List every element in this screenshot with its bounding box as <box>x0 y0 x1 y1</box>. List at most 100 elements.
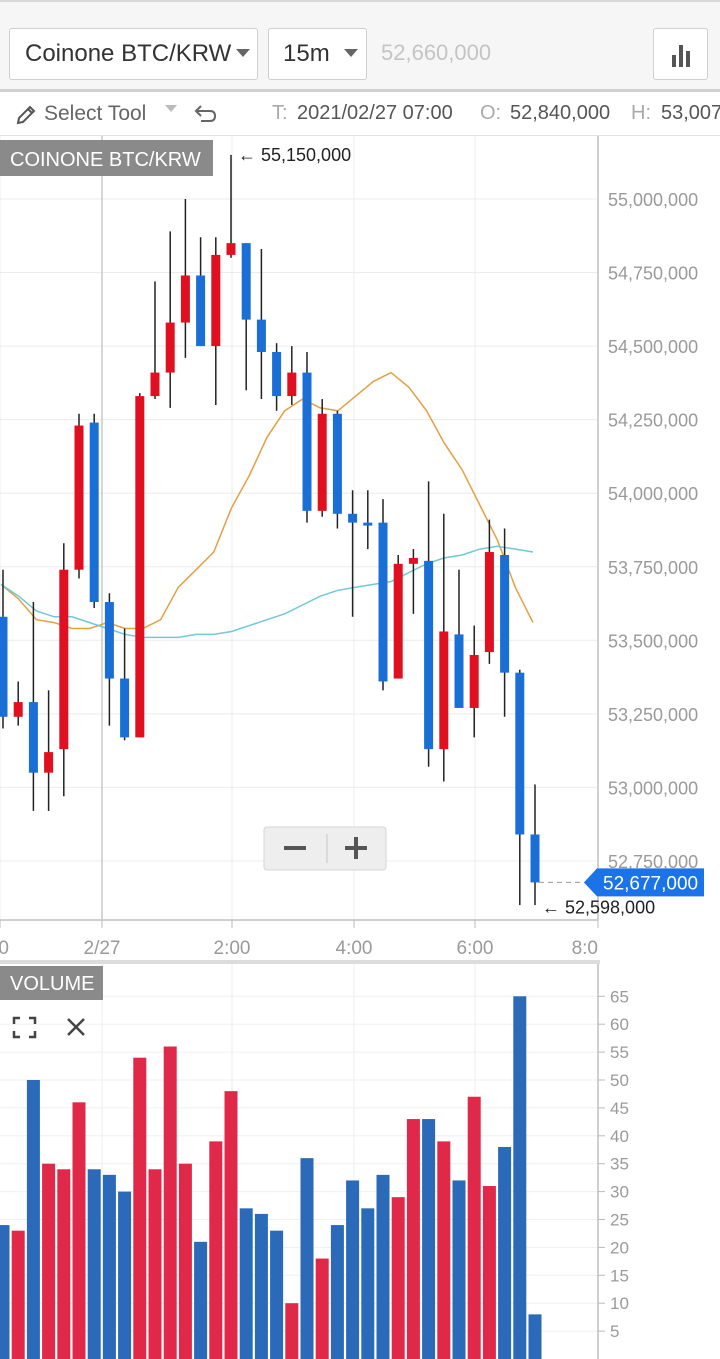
volume-bar[interactable] <box>467 1096 481 1359</box>
volume-bar[interactable] <box>148 1169 162 1359</box>
candle[interactable] <box>515 669 525 906</box>
volume-bar[interactable] <box>376 1174 390 1359</box>
candle[interactable] <box>89 413 99 608</box>
volume-y-tick-label: 55 <box>610 1043 629 1062</box>
volume-bar[interactable] <box>11 1230 25 1359</box>
pane-divider[interactable] <box>0 960 600 964</box>
symbol-label: Coinone BTC/KRW <box>25 40 232 67</box>
volume-bar[interactable] <box>102 1174 116 1359</box>
candle[interactable] <box>135 393 145 738</box>
volume-bar[interactable] <box>209 1141 223 1359</box>
candle[interactable] <box>469 625 479 738</box>
candle[interactable] <box>302 351 312 523</box>
candle[interactable] <box>530 784 540 906</box>
volume-bar[interactable] <box>285 1303 299 1359</box>
maximize-icon[interactable] <box>12 1016 37 1039</box>
candle[interactable] <box>408 549 418 614</box>
maximize-icon-bl <box>12 1031 20 1039</box>
chart-type-button[interactable] <box>653 28 708 80</box>
x-tick-label: 4:00 <box>336 938 373 959</box>
symbol-select[interactable]: Coinone BTC/KRW <box>9 28 258 80</box>
volume-bar[interactable] <box>346 1180 360 1359</box>
candle[interactable] <box>500 528 510 717</box>
candle[interactable] <box>454 569 464 708</box>
candle-body <box>180 275 190 323</box>
candle[interactable] <box>165 231 175 408</box>
candle[interactable] <box>439 513 449 782</box>
volume-bar[interactable] <box>163 1046 177 1359</box>
candle[interactable] <box>196 237 206 347</box>
zoom-in-button[interactable] <box>328 827 386 870</box>
volume-bar[interactable] <box>482 1186 496 1359</box>
candle[interactable] <box>256 249 266 400</box>
candle[interactable] <box>348 490 358 617</box>
volume-bar[interactable] <box>194 1241 208 1359</box>
price-chart[interactable]: 55,000,000 54,750,000 54,500,000 54,250,000… <box>0 136 720 960</box>
candle-body <box>256 319 266 352</box>
select-tool-label[interactable]: Select Tool <box>44 102 147 125</box>
volume-bar[interactable] <box>178 1163 192 1359</box>
candle[interactable] <box>74 413 84 579</box>
volume-bar[interactable] <box>118 1191 132 1359</box>
candle[interactable] <box>59 543 69 797</box>
pencil-icon[interactable] <box>14 103 38 127</box>
select-tool-caret-icon[interactable] <box>165 105 177 112</box>
volume-bar[interactable] <box>42 1163 56 1359</box>
candle[interactable] <box>363 490 373 550</box>
volume-bar[interactable] <box>254 1213 268 1359</box>
volume-bar[interactable] <box>406 1119 420 1359</box>
candle[interactable] <box>120 628 130 741</box>
candle[interactable] <box>332 410 342 529</box>
volume-bar[interactable] <box>72 1102 86 1359</box>
volume-bar[interactable] <box>498 1146 512 1359</box>
candle[interactable] <box>393 554 403 679</box>
volume-bar[interactable] <box>0 1225 10 1359</box>
volume-chart[interactable]: 65 60 55 50 45 40 35 30 25 20 15 10 5 VOLUME <box>0 960 720 1359</box>
volume-bar[interactable] <box>422 1119 436 1359</box>
candle[interactable] <box>226 154 236 258</box>
volume-bar[interactable] <box>513 996 527 1359</box>
interval-select[interactable]: 15m <box>268 28 367 80</box>
candle[interactable] <box>28 602 38 811</box>
candle[interactable] <box>44 690 54 811</box>
candle[interactable] <box>317 399 327 517</box>
price-input[interactable]: 52,660,000 <box>381 40 492 65</box>
volume-bar[interactable] <box>391 1197 405 1359</box>
volume-bar[interactable] <box>57 1169 71 1359</box>
volume-bar[interactable] <box>315 1258 329 1359</box>
candle[interactable] <box>211 237 221 405</box>
volume-bar[interactable] <box>528 1314 542 1359</box>
candle[interactable] <box>104 593 114 726</box>
price-y-tick-label: 53,250,000 <box>608 705 698 725</box>
volume-bar[interactable] <box>270 1230 284 1359</box>
volume-bar[interactable] <box>224 1091 238 1359</box>
candle[interactable] <box>272 343 282 411</box>
volume-bar[interactable] <box>26 1080 40 1359</box>
last-price-label: 52,677,000 <box>603 873 698 894</box>
candle[interactable] <box>378 499 388 691</box>
candle[interactable] <box>484 519 494 664</box>
volume-bar[interactable] <box>133 1057 147 1359</box>
x-tick-label: 8:0 <box>572 938 598 959</box>
candle[interactable] <box>180 199 190 358</box>
volume-bar[interactable] <box>239 1208 253 1359</box>
candle-body <box>287 372 297 397</box>
bar-chart-icon <box>672 45 690 67</box>
info-bar: Select Tool T: 2021/02/27 07:00 O: 52,84… <box>0 92 720 136</box>
candle[interactable] <box>13 681 23 726</box>
candle[interactable] <box>287 346 297 405</box>
volume-y-tick-label: 10 <box>610 1294 629 1313</box>
volume-bar[interactable] <box>330 1225 344 1359</box>
volume-bar[interactable] <box>361 1208 375 1359</box>
volume-bar[interactable] <box>437 1141 451 1359</box>
candle[interactable] <box>150 281 160 400</box>
undo-icon[interactable] <box>193 100 219 126</box>
candle[interactable] <box>0 569 8 729</box>
candle[interactable] <box>241 243 251 391</box>
candle[interactable] <box>424 481 434 767</box>
close-icon[interactable] <box>67 1018 85 1036</box>
volume-bar[interactable] <box>300 1158 314 1359</box>
volume-bar[interactable] <box>452 1180 466 1359</box>
volume-bar[interactable] <box>87 1169 101 1359</box>
candle-body <box>348 513 358 523</box>
